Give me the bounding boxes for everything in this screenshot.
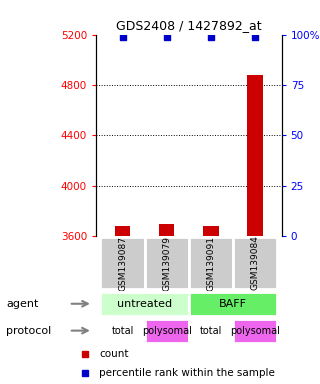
Text: GSM139084: GSM139084 [251, 236, 260, 290]
Text: GSM139079: GSM139079 [162, 235, 171, 291]
Text: BAFF: BAFF [219, 299, 247, 309]
Text: total: total [111, 326, 134, 336]
Title: GDS2408 / 1427892_at: GDS2408 / 1427892_at [116, 19, 262, 32]
Text: polysomal: polysomal [142, 326, 192, 336]
Bar [247, 75, 263, 236]
Text: total: total [200, 326, 222, 336]
Bar [203, 226, 219, 236]
Text: GSM139091: GSM139091 [206, 235, 215, 291]
FancyBboxPatch shape [233, 237, 277, 290]
FancyBboxPatch shape [189, 237, 233, 290]
Bar [115, 226, 130, 236]
Bar [159, 223, 174, 236]
FancyBboxPatch shape [233, 319, 277, 343]
Text: percentile rank within the sample: percentile rank within the sample [99, 368, 275, 378]
FancyBboxPatch shape [100, 292, 189, 316]
Text: GSM139087: GSM139087 [118, 235, 127, 291]
FancyBboxPatch shape [189, 292, 277, 316]
Text: protocol: protocol [6, 326, 52, 336]
FancyBboxPatch shape [189, 319, 233, 343]
FancyBboxPatch shape [100, 319, 145, 343]
FancyBboxPatch shape [145, 319, 189, 343]
FancyBboxPatch shape [100, 237, 145, 290]
Text: polysomal: polysomal [230, 326, 280, 336]
FancyBboxPatch shape [145, 237, 189, 290]
Text: agent: agent [6, 299, 39, 309]
Text: untreated: untreated [117, 299, 172, 309]
Text: count: count [99, 349, 129, 359]
